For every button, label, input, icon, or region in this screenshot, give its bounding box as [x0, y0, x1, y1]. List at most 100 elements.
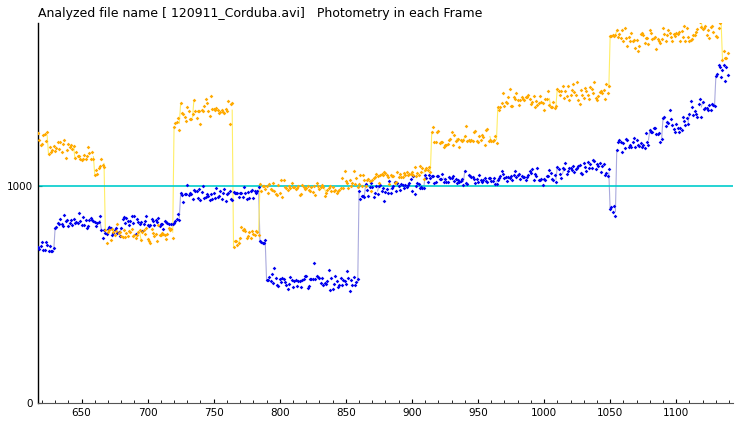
Point [607, 208, 619, 215]
Point [43, 151, 55, 158]
Point [457, 181, 469, 188]
Point [687, 112, 699, 119]
Point [181, 181, 193, 188]
Point [122, 218, 134, 224]
Point [539, 176, 551, 183]
Point [644, 127, 656, 133]
Point [545, 170, 556, 177]
Point [87, 156, 99, 163]
Point [168, 124, 180, 130]
Point [57, 141, 69, 147]
Point [302, 285, 314, 292]
Point [166, 221, 178, 227]
Point [189, 108, 201, 114]
Point [61, 217, 73, 224]
Point [237, 194, 249, 201]
Point [286, 180, 297, 187]
Point [425, 172, 437, 179]
Point [447, 173, 459, 180]
Point [587, 89, 599, 96]
Point [459, 167, 471, 174]
Point [246, 187, 258, 193]
Point [531, 165, 543, 172]
Point [542, 172, 554, 179]
Point [311, 180, 323, 187]
Point [353, 187, 365, 194]
Point [43, 247, 55, 254]
Point [592, 93, 604, 99]
Point [314, 184, 326, 190]
Point [321, 187, 333, 194]
Point [610, 213, 622, 220]
Point [197, 182, 209, 189]
Point [369, 174, 381, 181]
Point [497, 170, 509, 177]
Point [228, 244, 240, 250]
Point [191, 114, 203, 121]
Point [278, 276, 289, 283]
Point [425, 129, 437, 136]
Point [131, 232, 143, 239]
Point [188, 187, 200, 193]
Point [316, 181, 328, 188]
Point [559, 88, 571, 95]
Point [191, 188, 203, 195]
Point [334, 275, 346, 281]
Point [383, 178, 395, 185]
Point [710, 73, 722, 79]
Point [570, 165, 582, 172]
Point [196, 189, 208, 196]
Point [508, 94, 519, 101]
Point [203, 108, 215, 114]
Point [356, 192, 368, 199]
Point [370, 171, 382, 178]
Point [341, 179, 353, 186]
Point [163, 220, 175, 227]
Point [184, 115, 196, 122]
Point [684, 111, 696, 118]
Point [562, 82, 574, 89]
Point [613, 31, 625, 37]
Point [346, 281, 358, 288]
Point [517, 173, 529, 180]
Point [652, 130, 664, 137]
Point [173, 127, 185, 133]
Point [491, 180, 502, 187]
Point [400, 171, 411, 178]
Point [605, 204, 617, 210]
Point [321, 278, 333, 284]
Point [512, 172, 524, 179]
Point [438, 144, 450, 151]
Point [624, 38, 636, 45]
Point [138, 220, 149, 227]
Point [721, 63, 733, 70]
Point [603, 166, 615, 173]
Point [195, 196, 206, 203]
Point [279, 184, 291, 190]
Point [82, 144, 94, 151]
Point [67, 143, 79, 150]
Point [587, 157, 599, 164]
Point [432, 128, 444, 135]
Point [129, 212, 141, 219]
Point [159, 218, 171, 225]
Point [141, 235, 153, 242]
Point [307, 189, 319, 196]
Point [262, 190, 274, 197]
Point [363, 193, 374, 199]
Point [358, 193, 370, 200]
Point [97, 235, 109, 242]
Point [195, 121, 206, 128]
Point [682, 121, 694, 128]
Point [269, 265, 280, 272]
Point [352, 275, 363, 282]
Point [422, 167, 434, 173]
Point [395, 180, 407, 187]
Point [398, 185, 410, 192]
Point [462, 171, 474, 178]
Point [699, 105, 711, 111]
Point [475, 137, 487, 144]
Point [252, 184, 264, 190]
Point [64, 144, 75, 151]
Point [33, 246, 45, 253]
